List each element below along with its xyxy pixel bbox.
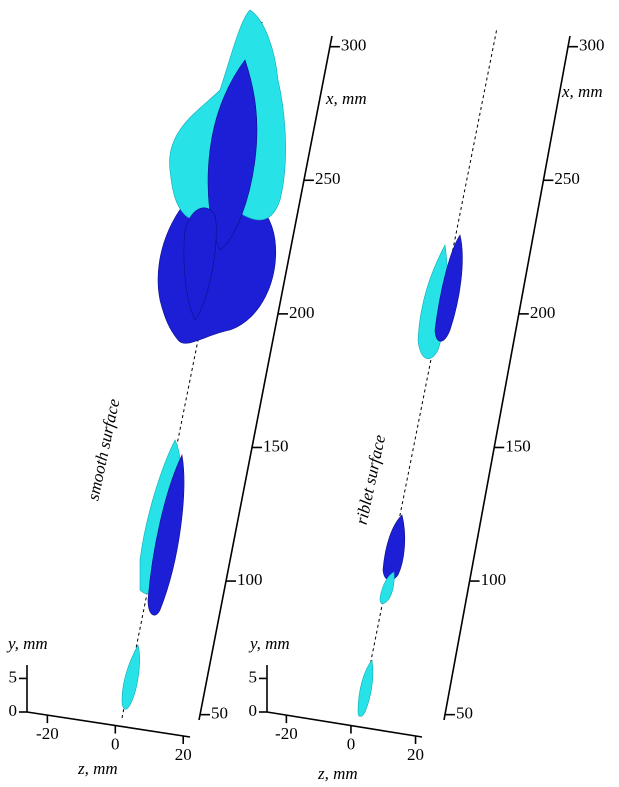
x-tick-label: 50 bbox=[456, 704, 473, 723]
y-tick-label: 0 bbox=[249, 701, 258, 720]
x-tick-label: 250 bbox=[554, 169, 580, 188]
z-tick-label: 20 bbox=[407, 745, 424, 764]
structures-smooth bbox=[121, 9, 286, 719]
x-tick-label: 250 bbox=[315, 169, 341, 188]
x-tick-label: 100 bbox=[481, 570, 507, 589]
z-tick-label: -20 bbox=[275, 724, 298, 743]
panel-label: smooth surface bbox=[83, 397, 123, 503]
z-tick-label: 0 bbox=[111, 734, 120, 753]
y-axis-label: y, mm bbox=[6, 634, 48, 653]
y-axis-label: y, mm bbox=[248, 634, 290, 653]
x-axis-label: x, mm bbox=[561, 82, 603, 101]
z-tick-label: -20 bbox=[36, 724, 59, 743]
x-tick-label: 150 bbox=[505, 436, 531, 455]
x-axis-label: x, mm bbox=[325, 89, 367, 108]
x-axis bbox=[198, 35, 333, 721]
x-tick-label: 300 bbox=[579, 36, 605, 55]
y-tick-label: 5 bbox=[9, 667, 18, 686]
x-tick-label: 200 bbox=[530, 303, 556, 322]
x-axis bbox=[443, 35, 571, 721]
y-tick-label: 5 bbox=[249, 667, 258, 686]
x-tick-label: 50 bbox=[211, 704, 228, 723]
z-axis-label: z, mm bbox=[77, 759, 118, 778]
z-axis bbox=[26, 711, 191, 738]
x-tick-label: 200 bbox=[289, 303, 315, 322]
z-axis-label: z, mm bbox=[317, 764, 358, 783]
x-tick-label: 100 bbox=[237, 570, 263, 589]
structures-riblet bbox=[357, 27, 498, 717]
x-tick-label: 300 bbox=[341, 36, 367, 55]
panel-label: riblet surface bbox=[352, 433, 390, 527]
z-tick-label: 0 bbox=[347, 734, 356, 753]
z-axis bbox=[266, 711, 423, 738]
z-tick-label: 20 bbox=[175, 745, 192, 764]
x-tick-label: 150 bbox=[263, 436, 289, 455]
y-tick-label: 0 bbox=[9, 701, 18, 720]
